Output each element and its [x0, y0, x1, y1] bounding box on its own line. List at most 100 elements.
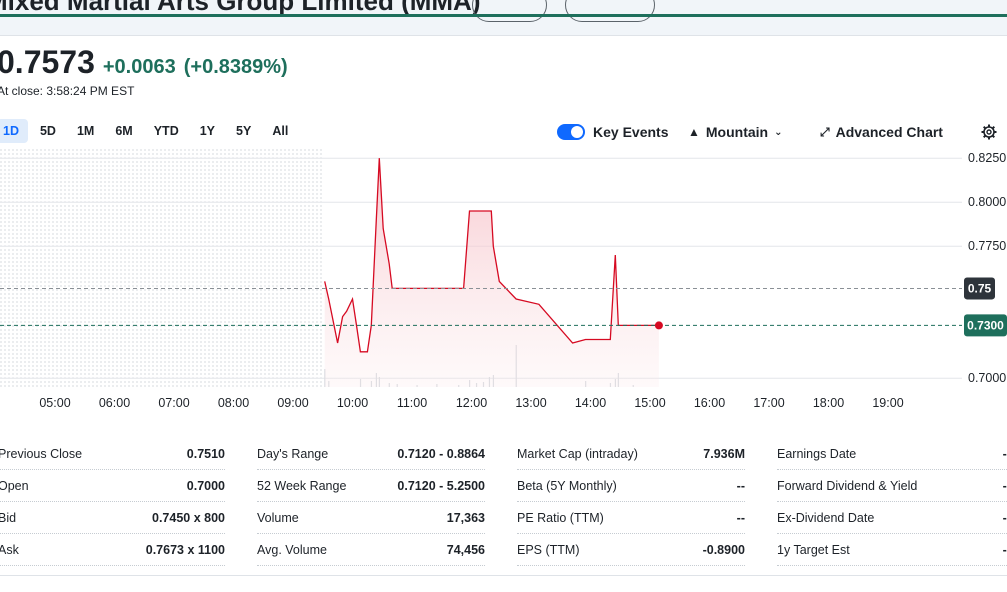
- x-tick-label: 09:00: [277, 396, 308, 410]
- stat-label: Open: [0, 478, 29, 493]
- stat-row: PE Ratio (TTM) --: [517, 502, 745, 534]
- price-area-fill: [324, 158, 659, 387]
- advanced-chart-button[interactable]: ⤢ Advanced Chart: [820, 121, 943, 143]
- mountain-icon: ▲: [688, 125, 700, 139]
- stat-value: 0.7673 x 1100: [145, 542, 225, 557]
- close-time: At close: 3:58:24 PM EST: [0, 84, 135, 98]
- x-tick-label: 19:00: [872, 396, 903, 410]
- compare-button[interactable]: [565, 0, 655, 22]
- x-tick-label: 06:00: [99, 396, 130, 410]
- x-tick-label: 10:00: [337, 396, 368, 410]
- pre-market-shading: [0, 148, 323, 387]
- top-header-bar: Mixed Martial Arts Group Limited (MMA): [0, 0, 1007, 36]
- stat-label: Ask: [0, 542, 19, 557]
- x-tick-label: 15:00: [634, 396, 665, 410]
- stat-label: Previous Close: [0, 446, 83, 461]
- expand-icon: ⤢: [820, 124, 830, 139]
- stat-value: 0.7120 - 0.8864: [397, 446, 485, 461]
- range-button-1y[interactable]: 1Y: [199, 124, 216, 138]
- stat-value: 0.7120 - 5.2500: [397, 478, 485, 493]
- follow-button[interactable]: [472, 0, 547, 22]
- stat-value: --: [1002, 478, 1007, 493]
- stat-label: Forward Dividend & Yield: [777, 478, 918, 493]
- stat-label: Day's Range: [257, 446, 329, 461]
- range-button-5y[interactable]: 5Y: [236, 124, 252, 138]
- key-events-label: Key Events: [593, 124, 669, 140]
- stats-column: Day's Range 0.7120 - 0.8864 52 Week Range 0…: [257, 438, 485, 566]
- stats-column: Previous Close 0.7510 Open 0.7000 Bid 0.7450 …: [0, 438, 225, 566]
- x-tick-label: 16:00: [694, 396, 725, 410]
- current-price-tag: [964, 314, 1007, 337]
- stat-label: Ex-Dividend Date: [777, 510, 875, 525]
- stat-value: 74,456: [446, 542, 485, 557]
- stat-value: 17,363: [446, 510, 485, 525]
- stat-label: Beta (5Y Monthly): [517, 478, 617, 493]
- stat-label: Earnings Date: [777, 446, 857, 461]
- stat-row: Bid 0.7450 x 800: [0, 502, 225, 534]
- stat-value: 0.7510: [186, 446, 225, 461]
- stat-label: Bid: [0, 510, 17, 525]
- advanced-chart-label: Advanced Chart: [835, 124, 943, 140]
- x-tick-label: 11:00: [397, 396, 427, 410]
- divider: [0, 575, 1007, 576]
- stat-value: --: [736, 510, 745, 525]
- range-button-all[interactable]: All: [272, 124, 289, 138]
- stats-column: Market Cap (intraday) 7.936M Beta (5Y Mont…: [517, 438, 745, 566]
- stat-label: Avg. Volume: [257, 542, 327, 557]
- current-price-tag-label: 0.7300: [967, 318, 1004, 332]
- stat-row: Earnings Date --: [777, 438, 1007, 470]
- quote-price-row: 0.7573 +0.0063 (+0.8389%): [0, 44, 288, 81]
- key-events-toggle[interactable]: Key Events: [557, 121, 668, 143]
- stat-row: 1y Target Est --: [777, 534, 1007, 566]
- stat-value: --: [736, 478, 745, 493]
- settings-button[interactable]: [981, 121, 997, 143]
- chart-type-label: Mountain: [705, 124, 769, 140]
- range-button-1m[interactable]: 1M: [76, 124, 95, 138]
- stat-value: --: [1002, 542, 1007, 557]
- chart-type-dropdown[interactable]: ▲ Mountain ⌄: [688, 121, 789, 143]
- chevron-down-icon: ⌄: [774, 126, 783, 138]
- range-button-5d[interactable]: 5D: [39, 124, 56, 138]
- stat-label: 52 Week Range: [257, 478, 347, 493]
- x-tick-label: 18:00: [813, 396, 844, 410]
- toggle-switch[interactable]: [557, 124, 585, 140]
- company-title: Mixed Martial Arts Group Limited (MMA): [0, 0, 481, 16]
- stat-value: --: [1002, 510, 1007, 525]
- y-tick-label: 0.8000: [968, 195, 1006, 209]
- stat-row: Open 0.7000: [0, 470, 225, 502]
- stat-row: Ask 0.7673 x 1100: [0, 534, 225, 566]
- x-tick-label: 07:00: [158, 396, 189, 410]
- header-accent-line: [0, 14, 1007, 17]
- x-tick-label: 13:00: [515, 396, 546, 410]
- stat-row: Avg. Volume 74,456: [257, 534, 485, 566]
- price-chart[interactable]: 05:00 06:00 07:00 08:00 09:00 10:00 11:00 12:00…: [0, 145, 1007, 425]
- stat-row: Volume 17,363: [257, 502, 485, 534]
- range-button-1d[interactable]: 1D: [0, 119, 28, 143]
- previous-close-tag: [964, 277, 995, 300]
- stat-row: 52 Week Range 0.7120 - 5.2500: [257, 470, 485, 502]
- stats-column: Earnings Date -- Forward Dividend & Yield -…: [777, 438, 1007, 566]
- current-price-dot: [654, 321, 663, 330]
- y-tick-label: 0.7750: [968, 239, 1006, 253]
- stat-row: Previous Close 0.7510: [0, 438, 225, 470]
- y-tick-label: 0.8250: [968, 151, 1006, 165]
- price-change-percent: (+0.8389%): [183, 56, 288, 78]
- stat-value: 0.7450 x 800: [152, 510, 225, 525]
- price-change: +0.0063: [102, 56, 176, 78]
- stat-value: 7.936M: [703, 446, 745, 461]
- x-tick-label: 17:00: [753, 396, 784, 410]
- current-price: 0.7573: [0, 44, 95, 80]
- stat-row: EPS (TTM) -0.8900: [517, 534, 745, 566]
- stat-value: --: [1002, 446, 1007, 461]
- stat-row: Ex-Dividend Date --: [777, 502, 1007, 534]
- stat-value: -0.8900: [702, 542, 745, 557]
- stat-label: PE Ratio (TTM): [517, 510, 604, 525]
- stat-row: Beta (5Y Monthly) --: [517, 470, 745, 502]
- stat-row: Day's Range 0.7120 - 0.8864: [257, 438, 485, 470]
- range-selector: 1D 5D 1M 6M YTD 1Y 5Y All: [0, 119, 300, 143]
- x-tick-label: 14:00: [575, 396, 606, 410]
- stat-row: Forward Dividend & Yield --: [777, 470, 1007, 502]
- range-button-6m[interactable]: 6M: [115, 124, 133, 138]
- range-button-ytd[interactable]: YTD: [153, 124, 179, 138]
- gear-icon[interactable]: [981, 124, 997, 140]
